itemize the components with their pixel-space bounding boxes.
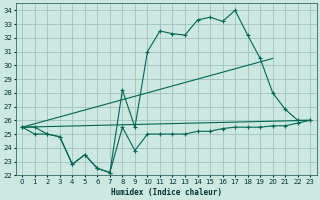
X-axis label: Humidex (Indice chaleur): Humidex (Indice chaleur): [111, 188, 222, 197]
